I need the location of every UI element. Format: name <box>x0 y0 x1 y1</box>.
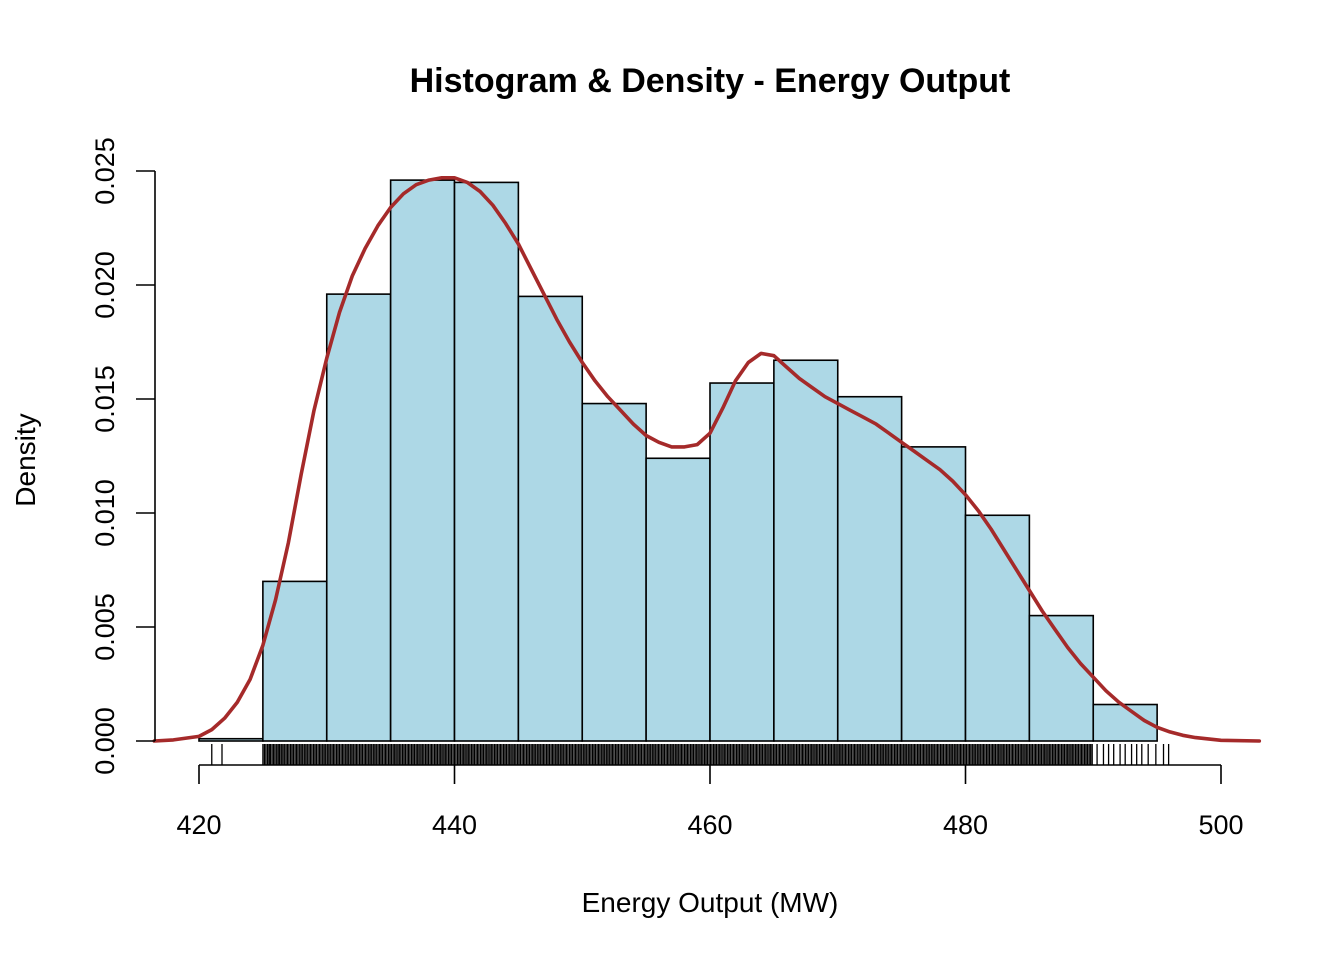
y-axis: 0.000 0.005 0.010 0.015 0.020 0.025 <box>90 137 156 775</box>
x-tick-label-1: 420 <box>176 810 221 840</box>
histogram-bar-8 <box>645 457 711 742</box>
x-tick-label-5: 500 <box>1198 810 1243 840</box>
histogram-bar-12 <box>900 446 967 742</box>
chart-title: Histogram & Density - Energy Output <box>410 62 1011 100</box>
density-curve-group <box>152 176 1262 743</box>
histogram-bar-4 <box>389 179 456 742</box>
histogram-bar-5 <box>453 181 520 742</box>
histogram-bar-9 <box>709 382 775 742</box>
histogram-bar-3 <box>325 293 392 742</box>
histogram-bar-10 <box>773 359 839 742</box>
histogram-bar-6 <box>517 295 584 742</box>
histogram-bars <box>198 179 1158 742</box>
y-tick-label-6: 0.025 <box>90 137 120 205</box>
x-axis: 420 440 460 480 500 <box>176 764 1244 840</box>
x-tick-label-2: 440 <box>432 810 477 840</box>
density-curve <box>152 176 1262 743</box>
x-tick-label-3: 460 <box>687 810 732 840</box>
y-tick-label-3: 0.010 <box>90 479 120 547</box>
y-axis-label: Density <box>10 413 41 506</box>
rug-marks <box>211 744 1170 765</box>
rug-dense-marks <box>262 744 1093 765</box>
x-tick-label-4: 480 <box>943 810 988 840</box>
histogram-bar-14 <box>1028 614 1095 742</box>
histogram-bar-7 <box>581 402 647 742</box>
histogram-bar-11 <box>836 395 903 742</box>
y-tick-label-4: 0.015 <box>90 365 120 433</box>
y-tick-label-2: 0.005 <box>90 593 120 661</box>
histogram-bar-13 <box>964 514 1031 742</box>
y-tick-label-5: 0.020 <box>90 251 120 319</box>
x-axis-label: Energy Output (MW) <box>582 887 839 918</box>
y-tick-label-1: 0.000 <box>90 707 120 775</box>
histogram-bar-1 <box>198 737 264 742</box>
